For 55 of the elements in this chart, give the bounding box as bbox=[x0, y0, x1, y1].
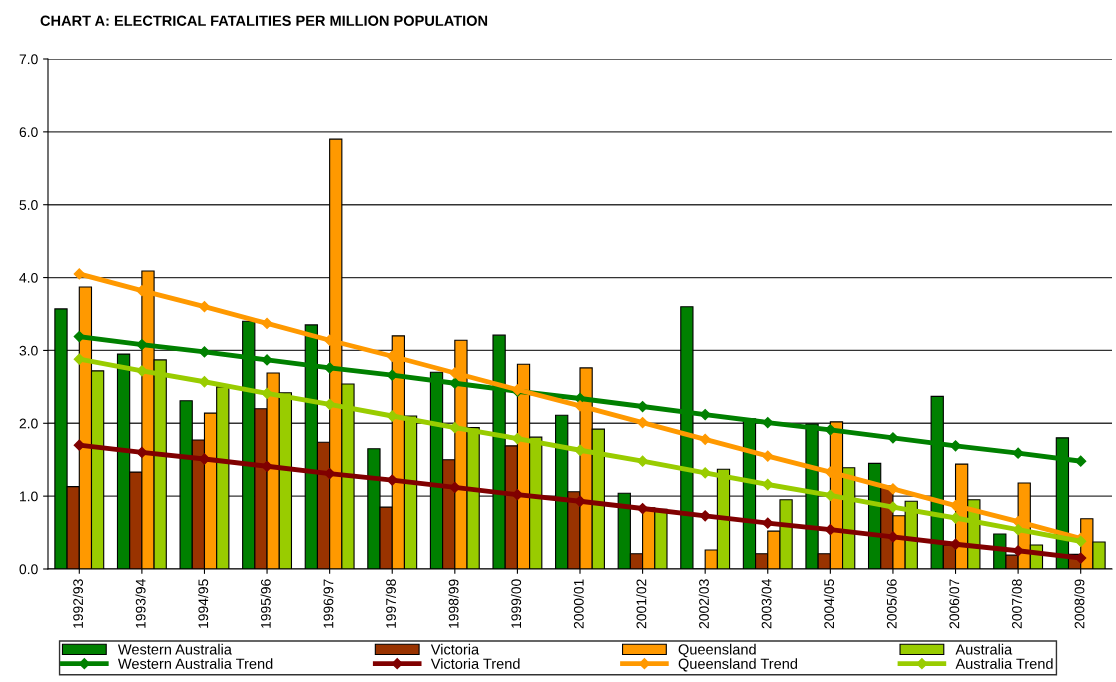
legend-label: Victoria Trend bbox=[430, 658, 520, 669]
x-tick-label: 2006/07 bbox=[949, 579, 960, 629]
x-tick-label: 2005/06 bbox=[886, 579, 897, 629]
point bbox=[73, 353, 85, 365]
chart-title: CHART A: ELECTRICAL FATALITIES PER MILLION POPULATION bbox=[40, 15, 488, 26]
point bbox=[887, 432, 899, 444]
x-tick-label: 1999/00 bbox=[510, 579, 522, 628]
x-tick-label: 1995/96 bbox=[260, 579, 271, 628]
y-tick-label: 7.0 bbox=[19, 54, 38, 65]
x-tick-label: 2003/04 bbox=[761, 579, 772, 629]
y-tick-label: 4.0 bbox=[19, 272, 38, 283]
point bbox=[699, 467, 711, 479]
x-tick-label: 2007/08 bbox=[1011, 579, 1022, 629]
point bbox=[449, 377, 461, 389]
point bbox=[386, 410, 398, 422]
x-tick-label: 1993/94 bbox=[135, 579, 146, 628]
point bbox=[136, 365, 148, 377]
point bbox=[73, 268, 85, 280]
x-tick-label: 1997/98 bbox=[385, 579, 396, 628]
point bbox=[699, 510, 711, 522]
point bbox=[887, 501, 899, 513]
x-tick-label: 2001/02 bbox=[636, 579, 647, 629]
legend-label: Australia bbox=[955, 643, 1013, 655]
y-tick-label: 0.0 bbox=[19, 564, 38, 575]
y-tick-label: 6.0 bbox=[19, 127, 38, 138]
point bbox=[73, 330, 85, 343]
y-tick-label: 3.0 bbox=[19, 345, 38, 356]
x-tick-label: 1992/93 bbox=[72, 579, 84, 628]
point bbox=[762, 450, 774, 462]
point bbox=[1075, 455, 1087, 467]
x-tick-label: 1994/95 bbox=[198, 579, 209, 628]
legend-label: Western Australia bbox=[117, 643, 232, 655]
point bbox=[198, 301, 211, 313]
legend-label: Western Australia Trend bbox=[117, 658, 273, 669]
point bbox=[699, 433, 711, 445]
point bbox=[762, 517, 774, 529]
point bbox=[636, 416, 649, 429]
y-tick-label: 5.0 bbox=[19, 200, 38, 210]
x-tick-label: 2002/03 bbox=[698, 579, 709, 629]
point bbox=[887, 483, 899, 495]
point bbox=[261, 387, 273, 400]
legend-label: Victoria bbox=[430, 643, 480, 655]
x-tick-label: 2008/09 bbox=[1074, 579, 1085, 629]
legend-label: Australia Trend bbox=[955, 658, 1053, 669]
legend-label: Queensland Trend bbox=[678, 658, 798, 672]
y-tick-label: 1.0 bbox=[20, 491, 38, 502]
point bbox=[73, 439, 85, 451]
point bbox=[574, 444, 586, 456]
point bbox=[261, 317, 273, 330]
x-tick-label: 2000/01 bbox=[573, 579, 584, 629]
y-tick-label: 2.0 bbox=[19, 418, 38, 429]
legend-label: Queensland bbox=[678, 643, 756, 658]
x-tick-label: 2004/05 bbox=[823, 579, 835, 629]
x-tick-label: 1998/99 bbox=[448, 579, 459, 628]
x-tick-label: 1996/97 bbox=[323, 579, 334, 628]
